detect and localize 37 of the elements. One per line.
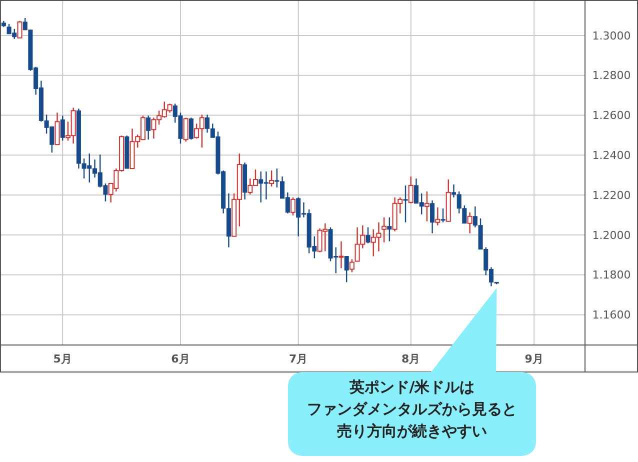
y-tick-label: 1.1800 — [592, 268, 631, 282]
text: ファンダメンタルズから見ると — [307, 400, 517, 418]
y-tick-label: 1.2200 — [592, 188, 631, 202]
y-tick-label: 1.3000 — [592, 29, 631, 42]
y-tick-label: 1.2600 — [592, 109, 631, 122]
candlestick — [435, 206, 440, 226]
x-tick-label: 8月 — [402, 352, 420, 366]
x-tick-label: 9月 — [524, 352, 544, 366]
candlestick — [440, 208, 446, 223]
candlestick — [424, 190, 430, 222]
candlestick — [17, 20, 22, 38]
candlestick — [349, 258, 354, 273]
x-tick-label: 6月 — [171, 352, 190, 366]
candlestick — [60, 115, 65, 142]
x-tick-label: 7月 — [289, 352, 308, 366]
candlestick — [269, 170, 274, 188]
candlestick — [366, 226, 370, 244]
candlestick — [382, 216, 387, 243]
candlestick — [344, 256, 349, 283]
candlestick — [430, 200, 435, 234]
candlestick — [403, 184, 408, 223]
text: 英ポンド/米ドルは — [348, 378, 475, 396]
candlestick — [467, 212, 472, 234]
candlestick — [188, 117, 194, 140]
text: 売り方向が続きやすい — [337, 422, 487, 440]
candlestick — [146, 115, 151, 140]
y-tick-label: 1.2400 — [592, 149, 631, 162]
candlestick — [408, 176, 414, 204]
candlestick — [338, 240, 344, 269]
candlestick — [290, 196, 296, 216]
candlestick — [387, 216, 392, 242]
x-tick-label: 5月 — [53, 352, 72, 366]
y-tick-label: 1.2800 — [592, 69, 631, 82]
candlestick — [183, 117, 188, 142]
candlestick — [54, 112, 60, 146]
y-tick-label: 1.1600 — [592, 308, 631, 322]
y-tick-label: 1.2000 — [592, 228, 631, 242]
